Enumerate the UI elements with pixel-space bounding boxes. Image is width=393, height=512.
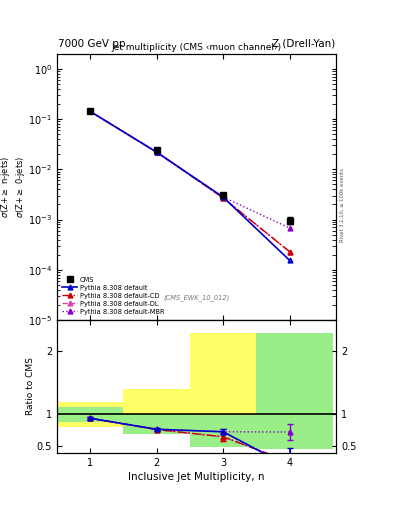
Y-axis label: $\sigma$(Z+$\geq$ n-jets)
$\sigma$(Z+$\geq$ 0-jets): $\sigma$(Z+$\geq$ n-jets) $\sigma$(Z+$\g… — [0, 156, 27, 218]
Text: (CMS_EWK_10_012): (CMS_EWK_10_012) — [163, 294, 230, 302]
Text: Z (Drell-Yan): Z (Drell-Yan) — [272, 38, 336, 49]
Text: Rivet 3.1.10, ≥ 100k events: Rivet 3.1.10, ≥ 100k events — [340, 168, 345, 242]
Title: Jet multiplicity (CMS ‹muon channel›): Jet multiplicity (CMS ‹muon channel›) — [112, 42, 281, 52]
Legend: CMS, Pythia 8.308 default, Pythia 8.308 default-CD, Pythia 8.308 default-DL, Pyt: CMS, Pythia 8.308 default, Pythia 8.308 … — [60, 274, 166, 316]
Text: 7000 GeV pp: 7000 GeV pp — [58, 38, 126, 49]
Y-axis label: Ratio to CMS: Ratio to CMS — [26, 357, 35, 416]
X-axis label: Inclusive Jet Multiplicity, n: Inclusive Jet Multiplicity, n — [128, 472, 265, 482]
